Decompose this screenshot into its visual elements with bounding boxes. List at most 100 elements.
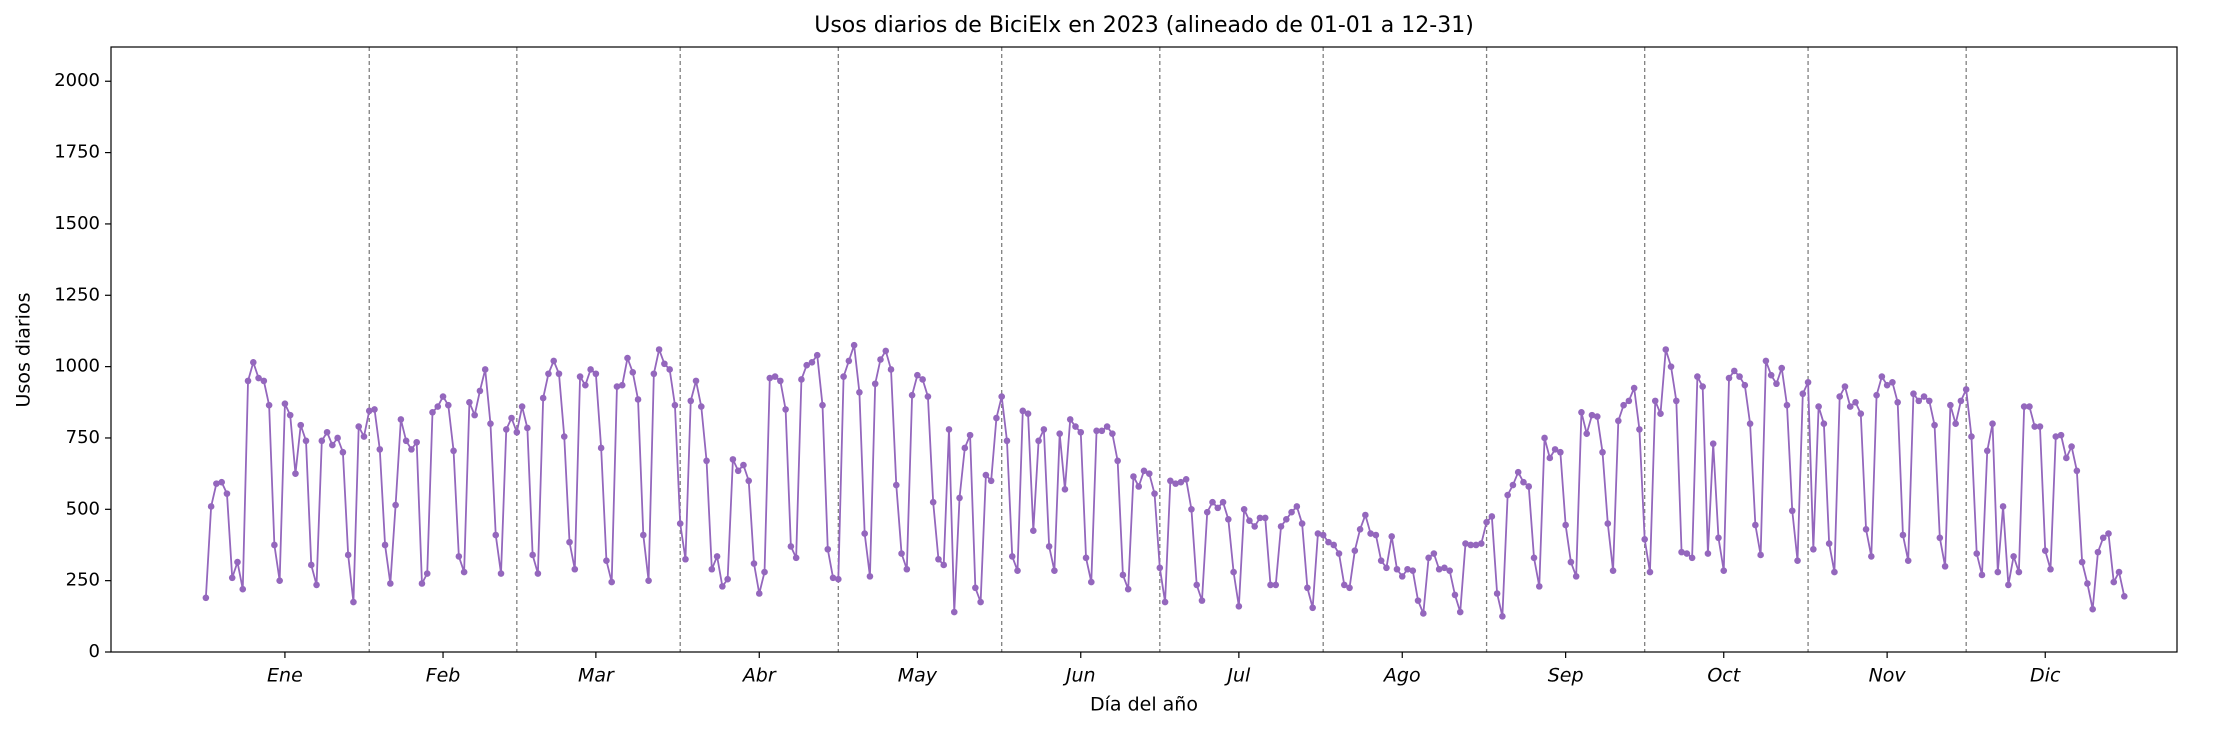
point bbox=[1103, 423, 1111, 430]
point bbox=[708, 565, 716, 573]
point bbox=[271, 541, 278, 549]
point bbox=[1425, 554, 1432, 562]
point bbox=[1261, 514, 1269, 522]
point bbox=[1994, 568, 2002, 576]
point bbox=[987, 477, 995, 485]
point bbox=[1704, 550, 1712, 557]
y-tick-label: 500 bbox=[66, 498, 100, 519]
point bbox=[1145, 470, 1153, 477]
point bbox=[307, 561, 315, 569]
point bbox=[787, 543, 795, 550]
point bbox=[1609, 567, 1617, 574]
point bbox=[1736, 373, 1743, 380]
point bbox=[460, 568, 468, 576]
point bbox=[734, 467, 742, 475]
point bbox=[1931, 421, 1938, 429]
x-tick-label: Ene bbox=[267, 665, 303, 687]
point bbox=[956, 494, 963, 502]
point bbox=[1077, 428, 1085, 436]
point bbox=[1551, 446, 1559, 453]
point bbox=[1456, 608, 1464, 616]
point bbox=[276, 577, 283, 584]
point bbox=[1978, 571, 1986, 579]
point bbox=[1625, 397, 1633, 405]
point bbox=[455, 553, 463, 560]
x-tick-label: Oct bbox=[1707, 665, 1741, 687]
point bbox=[2089, 605, 2096, 613]
point bbox=[1878, 373, 1886, 380]
point bbox=[1593, 413, 1601, 420]
point bbox=[603, 557, 610, 564]
point bbox=[1219, 498, 1227, 506]
point bbox=[993, 414, 1000, 422]
point bbox=[950, 608, 958, 616]
point bbox=[202, 594, 210, 602]
point bbox=[244, 377, 252, 385]
point bbox=[1804, 379, 1812, 386]
point bbox=[1182, 476, 1190, 483]
point bbox=[719, 583, 726, 590]
point bbox=[2052, 433, 2060, 440]
point bbox=[1899, 531, 1907, 539]
point bbox=[1478, 540, 1485, 547]
point bbox=[492, 531, 500, 539]
y-tick-label: 1750 bbox=[54, 142, 100, 163]
x-tick-label: Sep bbox=[1548, 665, 1584, 687]
point bbox=[1715, 534, 1722, 542]
point bbox=[1109, 430, 1116, 437]
point bbox=[856, 389, 863, 396]
point bbox=[1578, 408, 1585, 416]
point bbox=[387, 580, 394, 587]
point bbox=[840, 373, 847, 380]
x-tick-label: Jun bbox=[1062, 665, 1096, 687]
point bbox=[1283, 515, 1290, 523]
point bbox=[2041, 547, 2049, 554]
point bbox=[434, 403, 442, 410]
point bbox=[866, 573, 874, 580]
point bbox=[1335, 550, 1343, 557]
point bbox=[1430, 550, 1438, 557]
point bbox=[819, 401, 826, 409]
point bbox=[634, 396, 642, 403]
point bbox=[228, 574, 236, 582]
point bbox=[1620, 401, 1627, 409]
point bbox=[292, 470, 299, 477]
point bbox=[350, 598, 357, 606]
y-tick-label: 1500 bbox=[54, 213, 100, 234]
point bbox=[1583, 430, 1591, 437]
point bbox=[1530, 554, 1538, 562]
x-tick-label: Dic bbox=[2030, 665, 2061, 687]
point bbox=[1030, 527, 1037, 535]
point bbox=[1667, 363, 1675, 370]
point bbox=[871, 380, 879, 388]
point bbox=[1330, 541, 1338, 549]
point bbox=[729, 456, 737, 463]
point bbox=[1499, 613, 1506, 620]
point bbox=[1762, 357, 1770, 365]
series-line bbox=[204, 344, 2126, 617]
point bbox=[1404, 565, 1411, 573]
point bbox=[1372, 531, 1380, 539]
point bbox=[608, 578, 615, 586]
point bbox=[1040, 426, 1048, 433]
y-tick-label: 1000 bbox=[54, 356, 100, 377]
point bbox=[1198, 597, 1206, 604]
y-tick-label: 0 bbox=[89, 641, 100, 662]
point bbox=[582, 381, 589, 389]
point bbox=[1151, 490, 1158, 497]
point bbox=[1098, 427, 1106, 435]
point bbox=[924, 393, 932, 400]
point bbox=[655, 346, 663, 353]
point bbox=[1678, 548, 1685, 556]
point bbox=[587, 366, 594, 373]
y-tick-label: 2000 bbox=[54, 70, 100, 91]
point bbox=[439, 393, 447, 400]
point bbox=[1087, 578, 1095, 586]
point bbox=[966, 431, 974, 439]
point bbox=[782, 406, 789, 413]
point bbox=[1546, 454, 1554, 462]
point bbox=[223, 490, 231, 497]
point bbox=[529, 551, 536, 559]
point bbox=[1730, 367, 1738, 375]
